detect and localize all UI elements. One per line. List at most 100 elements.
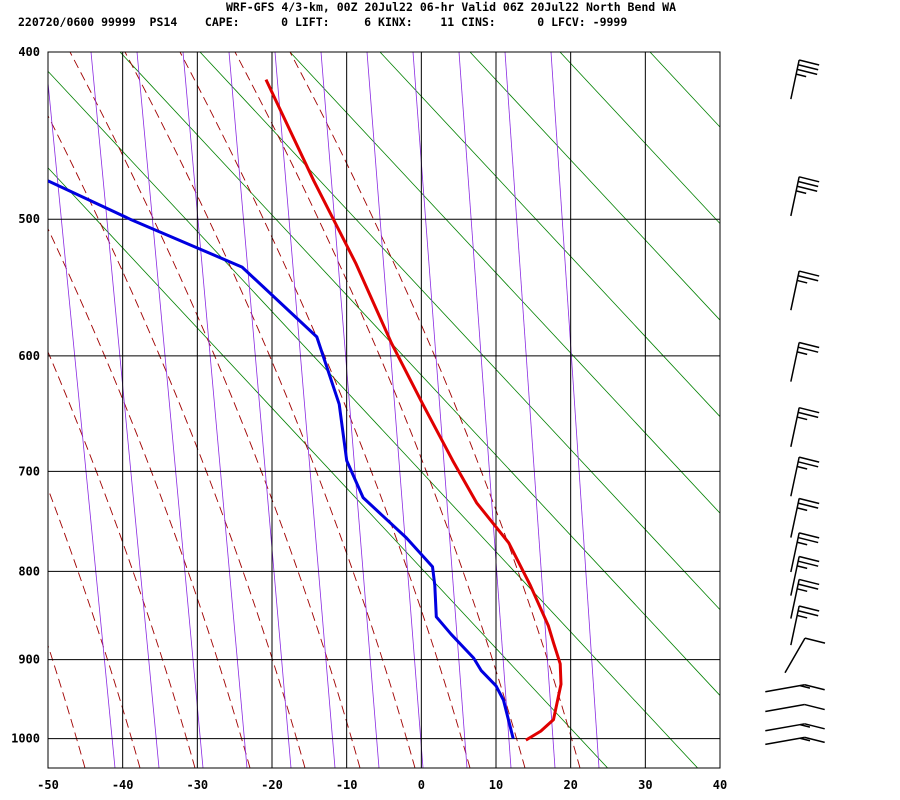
wind-barb: [765, 736, 825, 746]
wind-barb-flag: [798, 497, 820, 505]
mixing-ratio-line: [274, 52, 336, 768]
dewpoint-profile-line: [48, 179, 515, 739]
temperature-tick-label: 10: [489, 778, 503, 792]
dry-adiabat-line: [830, 52, 900, 792]
mixing-ratio-line: [412, 52, 468, 768]
wind-barb-flag: [797, 180, 819, 188]
profile-lines: [48, 78, 563, 742]
temperature-tick-label: -40: [112, 778, 134, 792]
mixing-ratio-line: [90, 52, 160, 768]
temperature-tick-label: 20: [563, 778, 577, 792]
wind-barb: [784, 637, 826, 674]
pressure-tick-label: 400: [18, 45, 40, 59]
wind-barb-flag: [798, 578, 820, 586]
mixing-ratio-line: [550, 52, 600, 768]
pressure-tick-label: 500: [18, 212, 40, 226]
temperature-tick-label: 40: [713, 778, 727, 792]
wind-barb-flag: [797, 560, 819, 567]
wind-barb: [790, 555, 820, 596]
wind-barb: [790, 456, 820, 497]
moist-adiabat-line: [179, 52, 471, 768]
wind-barb: [790, 176, 820, 217]
wind-barb-flag: [797, 536, 819, 544]
wind-barb-flag: [799, 723, 811, 728]
wind-barb: [790, 270, 820, 311]
dry-adiabat-line: [48, 70, 699, 768]
moist-adiabat-line: [234, 52, 526, 768]
dry-adiabat-line: [119, 52, 720, 697]
mixing-ratio-line: [228, 52, 292, 768]
wind-barb-shaft: [790, 498, 800, 538]
wind-barb-flag: [804, 684, 825, 691]
wind-barb: [765, 684, 825, 693]
wind-barb-shaft: [790, 176, 800, 217]
moist-adiabat-line: [48, 487, 141, 768]
wind-barb-flag: [796, 541, 808, 546]
dry-adiabat-line: [469, 52, 720, 321]
wind-barb-shaft: [790, 532, 800, 573]
wind-barb-flag: [798, 605, 820, 612]
chart-title: WRF-GFS 4/3-km, 00Z 20Jul22 06-hr Valid …: [226, 0, 676, 14]
wind-barb-shaft: [790, 579, 800, 619]
mixing-ratio-line: [136, 52, 204, 768]
temperature-tick-label: 30: [638, 778, 652, 792]
moist-adiabat-line: [48, 644, 86, 768]
pressure-tick-label: 700: [18, 464, 40, 478]
wind-barb-shaft: [784, 637, 806, 674]
pressure-tick-label: 900: [18, 653, 40, 667]
dry-adiabat-line: [289, 52, 720, 514]
wind-barb-flag: [796, 507, 808, 512]
wind-barb-flag: [798, 59, 820, 66]
wind-barb-flag: [799, 737, 811, 742]
moist-adiabat-line: [48, 114, 306, 768]
moist-adiabat-line: [289, 52, 581, 768]
pressure-tick-label: 600: [18, 349, 40, 363]
pressure-tick-labels: 400 500 600 700 800 900 1000: [11, 45, 40, 746]
mixing-ratio-line: [504, 52, 556, 768]
moist-adiabat-line: [48, 227, 251, 768]
wind-barb: [790, 578, 820, 619]
wind-barb-shaft: [790, 59, 800, 100]
wind-barb-flag: [798, 406, 820, 414]
wind-barb-flag: [795, 190, 807, 195]
wind-barb-flag: [798, 555, 820, 563]
wind-barb: [790, 341, 820, 382]
wind-barb-flag: [796, 565, 808, 570]
wind-barb-flag: [796, 588, 808, 593]
grid-lines: [48, 52, 720, 768]
wind-barb-shaft: [765, 684, 805, 693]
wind-barb-flag: [804, 703, 825, 711]
mixing-ratio-line: [458, 52, 512, 768]
wind-barb: [790, 406, 820, 447]
dry-adiabat-line: [559, 52, 720, 225]
wind-barb-flag: [795, 73, 807, 78]
wind-barb-flag: [796, 351, 808, 356]
wind-barb: [790, 532, 820, 573]
wind-barb-flag: [796, 465, 808, 470]
wind-barb-shaft: [790, 342, 800, 382]
wind-barb-flag: [797, 346, 819, 353]
mixing-ratio-line: [48, 78, 116, 768]
wind-barb-flag: [797, 461, 819, 468]
wind-barb-flag: [798, 341, 820, 349]
wind-barb-flag: [797, 275, 819, 282]
wind-barb-flag: [796, 185, 818, 192]
wind-barb-shaft: [790, 407, 800, 447]
wind-barb-flag: [796, 614, 808, 619]
wind-barb-flag: [799, 684, 811, 689]
wind-barb-flag: [797, 583, 819, 590]
wind-barb-flag: [804, 736, 825, 744]
temperature-tick-label: -30: [186, 778, 208, 792]
wind-barb-flag: [796, 68, 818, 76]
wind-barb-shaft: [765, 703, 805, 713]
wind-barb: [790, 59, 820, 100]
wind-barb-flag: [804, 723, 825, 730]
temperature-tick-label: -20: [261, 778, 283, 792]
wind-barb: [790, 497, 820, 538]
wind-barb-flag: [796, 416, 808, 421]
wind-barb-flag: [798, 456, 820, 463]
chart-subtitle: 220720/0600 99999 PS14 CAPE: 0 LIFT: 6 K…: [18, 15, 627, 29]
wind-barb-shaft: [765, 723, 805, 732]
mixing-ratio-line: [366, 52, 424, 768]
